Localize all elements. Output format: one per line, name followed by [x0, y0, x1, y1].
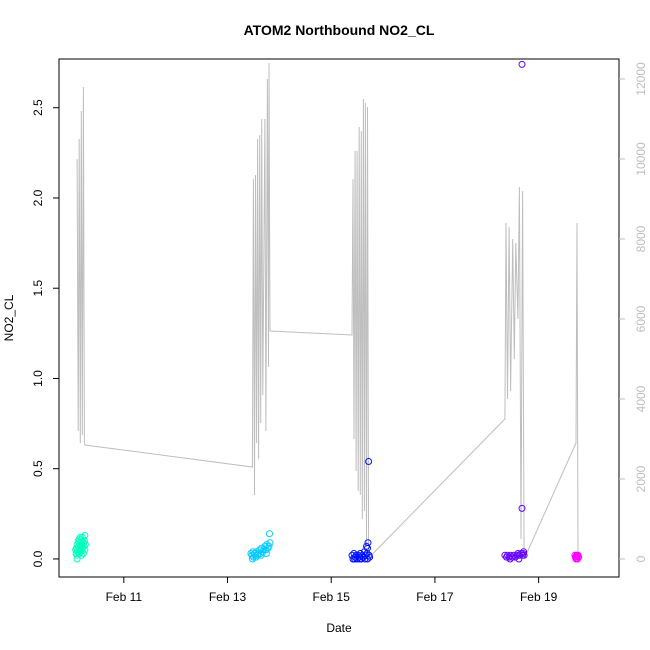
data-point: [78, 546, 86, 554]
y-axis: 0.0 0.5 1.0 1.5 2.0 2.5: [31, 99, 59, 567]
data-point: [575, 553, 583, 561]
data-point: [351, 555, 359, 563]
data-point: [73, 551, 81, 559]
data-point: [515, 555, 523, 563]
data-point: [365, 458, 373, 465]
x-tick-label: Feb 13: [209, 590, 247, 604]
secondary-series-line: [76, 62, 579, 559]
y-axis-label: NO2_CL: [2, 294, 16, 341]
data-point: [520, 551, 528, 559]
secondary-series-layer: [76, 62, 579, 559]
y-tick-label: 0.0: [31, 550, 45, 567]
x-tick-label: Feb 15: [313, 590, 351, 604]
data-point: [81, 541, 89, 548]
data-point: [364, 539, 372, 547]
data-point: [81, 546, 89, 554]
y2-tick-label: 4000: [634, 385, 648, 412]
y-tick-label: 1.0: [31, 370, 45, 387]
y-tick-label: 1.5: [31, 280, 45, 297]
data-point: [361, 551, 369, 559]
x-tick-label: Feb 11: [106, 590, 143, 604]
y2-axis: 0 2000 4000 6000 8000 10000 12000: [619, 62, 648, 562]
y2-tick-label: 2000: [634, 465, 648, 492]
y2-tick-label: 6000: [634, 305, 648, 332]
data-point: [518, 504, 526, 512]
y2-tick-label: 12000: [634, 62, 648, 96]
data-point: [262, 550, 270, 557]
data-point: [574, 551, 581, 559]
y2-tick-label: 0: [634, 555, 648, 562]
data-point: [356, 555, 364, 563]
y2-tick-label: 8000: [634, 225, 648, 252]
data-point: [364, 555, 371, 563]
data-point: [353, 555, 361, 563]
chart-title: ATOM2 Northbound NO2_CL: [244, 22, 435, 38]
data-point: [364, 544, 371, 552]
x-axis-label: Date: [326, 621, 352, 635]
data-point: [266, 530, 273, 538]
data-point: [77, 537, 85, 545]
data-point: [366, 553, 374, 561]
points-layer: [72, 60, 583, 563]
data-point: [520, 548, 528, 556]
data-point: [73, 555, 81, 563]
data-point: [506, 555, 514, 563]
data-point: [78, 541, 86, 548]
data-point: [508, 553, 516, 561]
x-tick-label: Feb 17: [416, 590, 454, 604]
data-point: [515, 551, 523, 559]
data-point: [361, 555, 369, 563]
x-tick-label: Feb 19: [520, 590, 558, 604]
y-tick-label: 0.5: [31, 460, 45, 477]
y-tick-label: 2.0: [31, 189, 45, 206]
y-tick-label: 2.5: [31, 99, 45, 116]
plot-frame: [58, 58, 620, 578]
data-point: [77, 551, 85, 559]
data-point: [265, 542, 273, 550]
data-point: [76, 533, 84, 541]
data-point: [572, 553, 580, 561]
data-point: [248, 555, 256, 563]
data-point: [81, 532, 89, 539]
x-axis: Feb 11 Feb 13 Feb 15 Feb 17 Feb 19: [106, 577, 558, 604]
data-point: [79, 550, 87, 557]
data-point: [80, 542, 88, 550]
data-point: [266, 539, 274, 547]
data-point: [518, 60, 526, 68]
data-point: [80, 537, 88, 545]
y2-tick-label: 10000: [634, 142, 648, 176]
